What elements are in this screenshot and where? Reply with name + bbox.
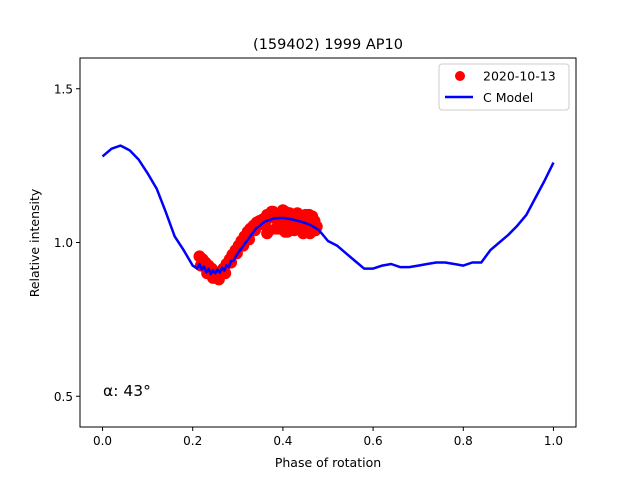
chart-title: (159402) 1999 AP10 [253, 37, 403, 53]
data-point-observation [297, 227, 310, 240]
legend-label-observations: 2020-10-13 [483, 69, 556, 84]
x-tick-label: 0.0 [93, 434, 112, 448]
model-curve-line [101, 144, 555, 276]
x-tick-label: 0.4 [273, 434, 292, 448]
phase-angle-annotation: α: 43° [103, 382, 151, 400]
plot-frame [79, 57, 577, 428]
y-tick-label: 0.5 [54, 390, 73, 404]
x-axis: 0.0 0.2 0.4 0.6 0.8 1.0 [93, 427, 563, 448]
x-tick-label: 0.2 [183, 434, 202, 448]
data-point-observation [261, 227, 274, 240]
data-point-observation [288, 224, 301, 237]
y-tick-label: 1.0 [54, 236, 73, 250]
legend-marker-observations [455, 71, 465, 81]
legend-label-model: C Model [483, 90, 533, 105]
plot-area [101, 144, 555, 286]
x-tick-label: 0.8 [454, 434, 473, 448]
y-tick-label: 1.5 [54, 82, 73, 96]
y-axis-label: Relative intensity [27, 188, 42, 297]
x-tick-label: 0.6 [364, 434, 383, 448]
data-point-observation [279, 225, 292, 238]
data-point-observation [265, 205, 278, 218]
x-axis-label: Phase of rotation [275, 455, 381, 470]
legend: 2020-10-13 C Model [438, 63, 570, 111]
data-point-observation [270, 222, 283, 235]
x-tick-label: 1.0 [544, 434, 563, 448]
y-axis: 0.5 1.0 1.5 [54, 82, 80, 404]
data-point-observation [283, 207, 296, 220]
legend-box [438, 63, 570, 111]
